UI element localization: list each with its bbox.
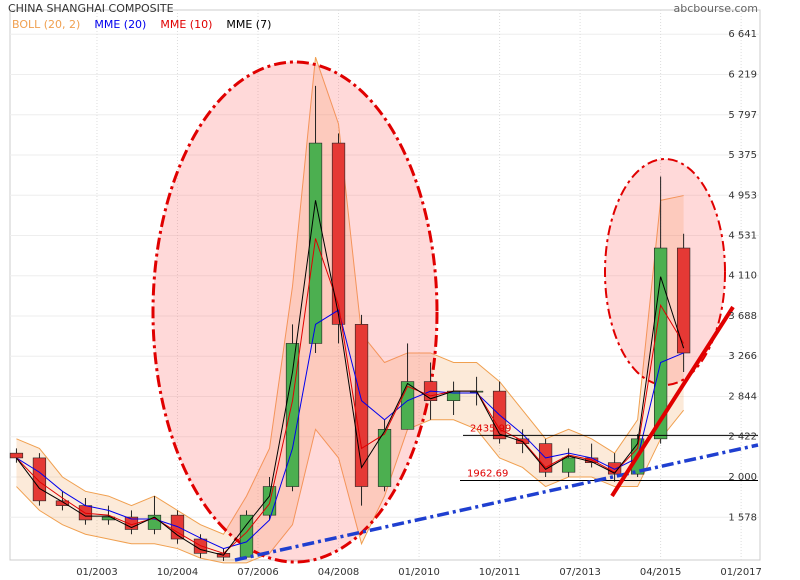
x-tick-label: 04/2015: [640, 567, 682, 578]
indicator-lines: [16, 200, 685, 556]
support-trendline: [610, 305, 735, 498]
x-tick-label: 07/2006: [237, 567, 279, 578]
candle-body: [285, 343, 300, 487]
band-upper: [16, 57, 684, 535]
candle-body: [331, 142, 346, 325]
highlight-ellipse: [151, 60, 439, 564]
y-tick-label: 5 797: [728, 110, 757, 121]
x-tick-label: 04/2008: [318, 567, 360, 578]
y-tick-label: 4 953: [728, 190, 757, 201]
x-tick-label: 01/2010: [398, 567, 440, 578]
candle-body: [676, 247, 691, 354]
y-tick-label: 2 844: [728, 391, 757, 402]
grid: [10, 10, 760, 560]
candle-body: [308, 142, 323, 344]
levels: 2435.99 1962.69: [460, 423, 758, 482]
band-lower: [16, 409, 685, 564]
legend-label: MME (10): [160, 18, 212, 31]
y-tick-label: 2 422: [728, 432, 757, 443]
indicator-line: [16, 200, 685, 556]
legend-label: BOLL (20, 2): [12, 18, 80, 31]
x-tick-label: 10/2004: [157, 567, 199, 578]
x-tick-label: 10/2011: [479, 567, 521, 578]
candle-body: [55, 500, 70, 506]
indicator-line: [16, 238, 685, 554]
y-tick-label: 1 578: [728, 512, 757, 523]
y-tick-label: 2 000: [728, 472, 757, 483]
legend-label: MME (7): [226, 18, 271, 31]
band-area: [16, 57, 684, 563]
candle-body: [377, 428, 392, 487]
level-label: 2435.99: [470, 423, 511, 434]
y-tick-label: 6 641: [728, 29, 757, 40]
level-label: 1962.69: [467, 469, 508, 480]
candle-body: [561, 457, 576, 473]
axes: 1 578 2 000 2 422 2 844 3 266 3 688 4 110 4 531…: [76, 29, 762, 578]
legend-label: MME (20): [94, 18, 146, 31]
x-tick-label: 01/2017: [720, 567, 762, 578]
x-tick-label: 07/2013: [559, 567, 601, 578]
x-tick-label: 01/2003: [76, 567, 118, 578]
y-tick-label: 3 688: [728, 311, 757, 322]
y-tick-label: 6 219: [728, 69, 757, 80]
support-trendline: [234, 443, 759, 562]
y-tick-label: 4 531: [728, 231, 757, 242]
y-tick-label: 4 110: [728, 271, 757, 282]
y-tick-label: 3 266: [728, 351, 757, 362]
candle-body: [32, 457, 47, 502]
candle-body: [400, 381, 415, 430]
legend: BOLL (20, 2) MME (20) MME (10) MME (7): [12, 18, 271, 31]
candle-body: [101, 516, 116, 521]
bollinger-band: [16, 57, 685, 564]
candle-body: [354, 324, 369, 487]
source: abcbourse.com: [674, 2, 758, 15]
indicator-line: [16, 309, 684, 550]
y-tick-label: 5 375: [728, 150, 757, 161]
candle-body: [9, 452, 24, 459]
chart-title: CHINA SHANGHAI COMPOSITE: [8, 2, 174, 15]
